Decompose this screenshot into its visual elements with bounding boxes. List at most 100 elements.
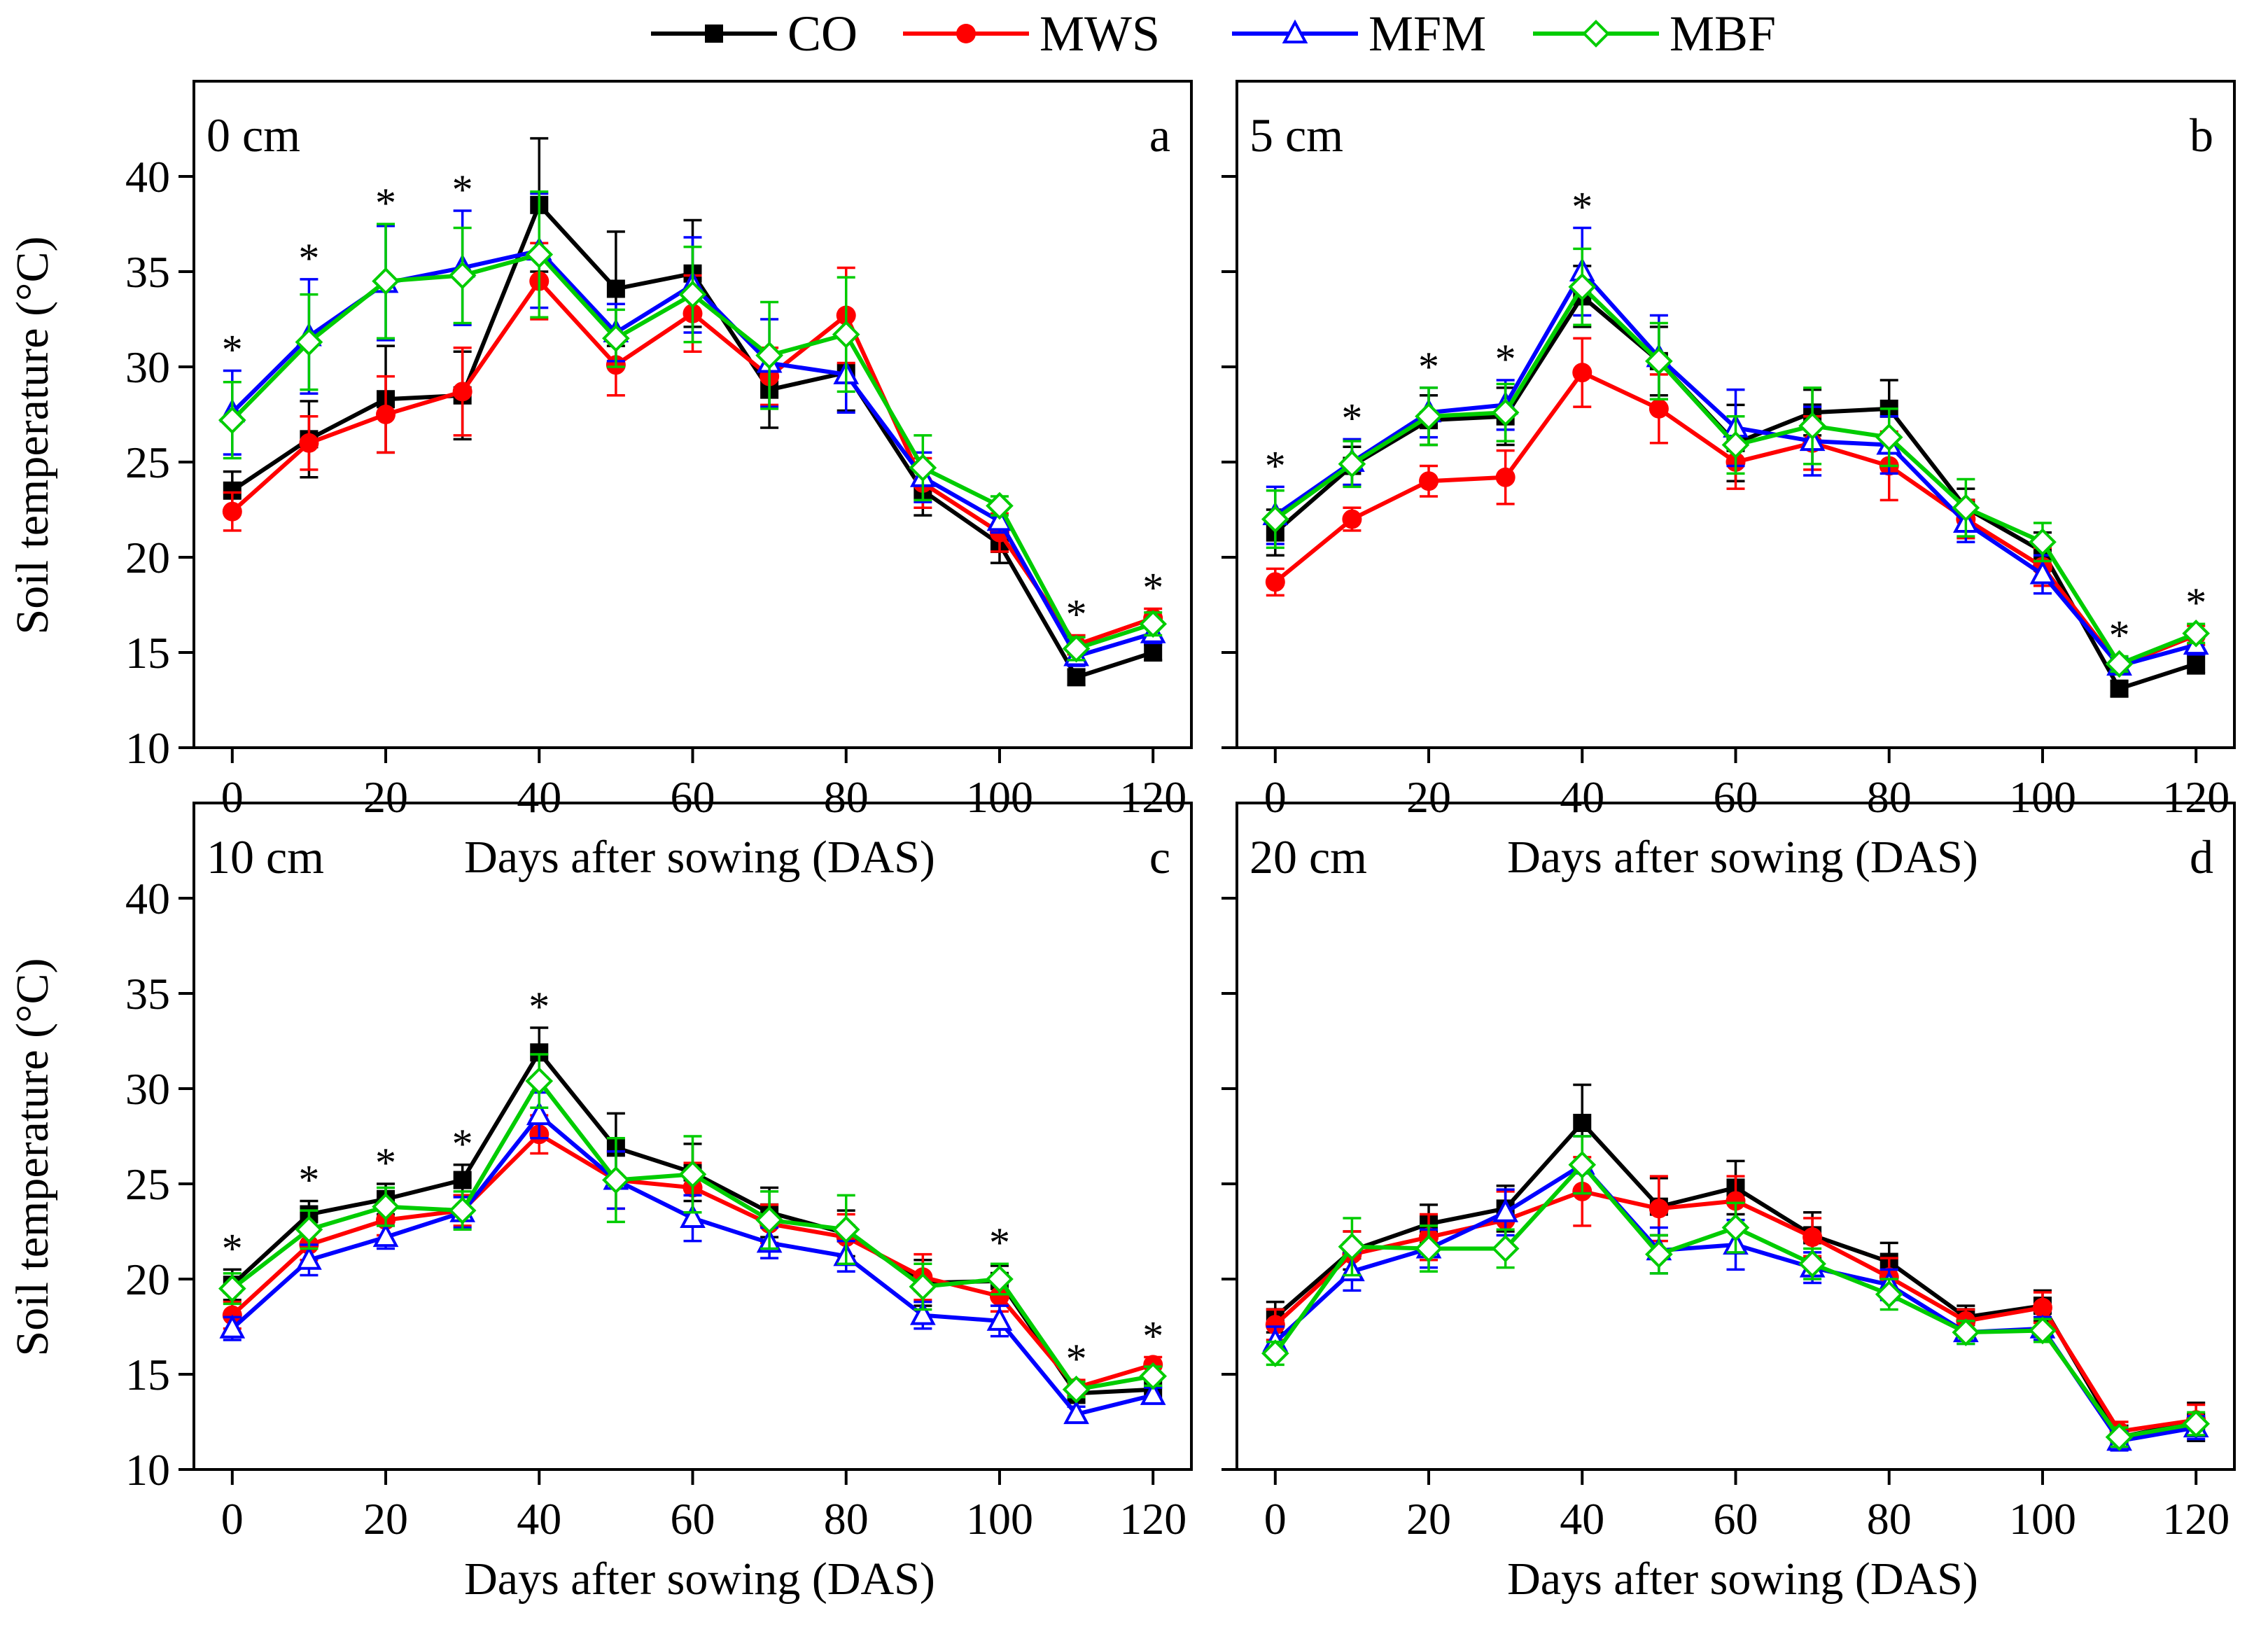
data-point <box>1139 610 1168 638</box>
x-tick-label: 100 <box>2009 772 2076 822</box>
data-point <box>2029 560 2056 585</box>
y-tick-label: 25 <box>125 438 170 487</box>
legend-marker <box>1282 19 1308 43</box>
data-point <box>602 324 630 353</box>
panel-a: 10 15 20 25 30 35 40 0 20 40 60 80 100 120 Days after … <box>7 80 1193 883</box>
data-point <box>986 1306 1013 1331</box>
x-tick-label: 100 <box>2009 1494 2076 1544</box>
data-point <box>448 1196 477 1224</box>
y-tick-label: 15 <box>125 1350 170 1399</box>
x-tick-label: 20 <box>363 1494 408 1544</box>
series-mbf <box>218 1053 1168 1404</box>
data-point <box>1261 505 1289 533</box>
significance-asterisk: * <box>375 1140 396 1186</box>
data-point <box>295 1215 323 1244</box>
legend-label: CO <box>788 6 858 62</box>
data-point <box>1645 347 1673 375</box>
y-axis-label: Soil temperature (°C) <box>7 958 58 1357</box>
panel-c: 10 15 20 25 30 35 40 0 20 40 60 80 100 120 Days after … <box>7 802 1193 1605</box>
significance-asterisk: * <box>452 167 473 213</box>
data-point <box>909 1273 937 1301</box>
data-point <box>448 261 477 290</box>
data-point <box>602 1166 630 1194</box>
data-point <box>1648 1199 1669 1219</box>
data-point <box>295 328 323 356</box>
significance-asterisk: * <box>1495 336 1516 382</box>
legend-label: MFM <box>1368 6 1486 62</box>
data-point <box>1062 634 1091 663</box>
data-point <box>1140 1381 1166 1405</box>
x-axis-label: Days after sowing (DAS) <box>464 832 935 883</box>
y-tick-label: 35 <box>125 969 170 1019</box>
significance-asterisk: * <box>298 235 319 281</box>
data-point <box>755 1206 783 1234</box>
y-tick-label: 40 <box>125 874 170 923</box>
significance-asterisk: * <box>222 1225 243 1271</box>
data-point <box>909 454 937 482</box>
data-point <box>910 1301 936 1325</box>
significance-asterisk: * <box>1142 1313 1163 1360</box>
data-point <box>2105 1423 2134 1451</box>
x-tick-label: 20 <box>1406 1494 1451 1544</box>
x-tick-label: 20 <box>363 772 408 822</box>
data-point <box>832 1215 860 1244</box>
significance-asterisk: * <box>528 984 550 1030</box>
x-tick-label: 0 <box>1264 772 1287 822</box>
data-point <box>678 280 707 309</box>
x-axis-label: Days after sowing (DAS) <box>1507 1553 1978 1605</box>
legend-item-mfm: MFM <box>1232 6 1486 62</box>
data-point <box>986 491 1014 520</box>
data-point <box>218 1274 246 1303</box>
legend-marker <box>956 24 976 43</box>
series-mws <box>1265 1156 2206 1442</box>
data-point <box>1342 509 1362 529</box>
data-point <box>219 1314 246 1339</box>
data-point <box>1495 467 1516 487</box>
y-tick-label: 10 <box>125 723 170 773</box>
data-point <box>372 1222 399 1248</box>
panel-letter: d <box>2190 830 2213 884</box>
legend-item-mbf: MBF <box>1533 6 1776 62</box>
x-tick-label: 120 <box>2162 1494 2230 1544</box>
x-tick-label: 40 <box>1560 772 1604 822</box>
series-mbf <box>1261 1135 2211 1451</box>
significance-asterisk: * <box>1066 1336 1087 1382</box>
x-tick-label: 120 <box>2162 772 2230 822</box>
x-tick-label: 40 <box>517 772 561 822</box>
data-point <box>680 1203 706 1228</box>
data-point <box>1721 1213 1750 1242</box>
data-point <box>1573 1113 1592 1132</box>
x-tick-label: 100 <box>966 772 1033 822</box>
significance-asterisk: * <box>1066 592 1087 638</box>
data-point <box>1875 423 1903 452</box>
significance-asterisk: * <box>2185 580 2206 626</box>
panel-letter: a <box>1149 109 1170 162</box>
panel-b: 0 20 40 60 80 100 120 Days after sowing (DAS) 5 … <box>1222 80 2236 883</box>
x-tick-label: 40 <box>517 1494 561 1544</box>
y-tick-label: 10 <box>125 1445 170 1495</box>
y-axis-label: Soil temperature (°C) <box>7 237 58 635</box>
data-point <box>1568 272 1597 301</box>
x-tick-label: 80 <box>824 1494 869 1544</box>
data-point <box>1338 1232 1366 1261</box>
depth-label: 0 cm <box>206 109 300 162</box>
legend: CO MWS MFM MBF <box>651 6 1776 62</box>
data-point <box>1067 668 1086 687</box>
data-point <box>1572 363 1592 383</box>
data-point <box>218 406 246 434</box>
data-point <box>2105 650 2134 678</box>
data-point <box>1265 572 1285 592</box>
x-tick-label: 40 <box>1560 1494 1604 1544</box>
data-point <box>1726 1191 1746 1211</box>
y-tick-label: 20 <box>125 1255 170 1304</box>
x-tick-label: 120 <box>1119 772 1186 822</box>
significance-asterisk: * <box>222 326 243 372</box>
data-point <box>1645 1240 1673 1269</box>
data-point <box>1261 1339 1289 1367</box>
data-point <box>1265 1315 1285 1335</box>
data-point <box>1721 431 1750 459</box>
significance-asterisk: * <box>1572 183 1592 230</box>
data-point <box>453 1171 472 1189</box>
